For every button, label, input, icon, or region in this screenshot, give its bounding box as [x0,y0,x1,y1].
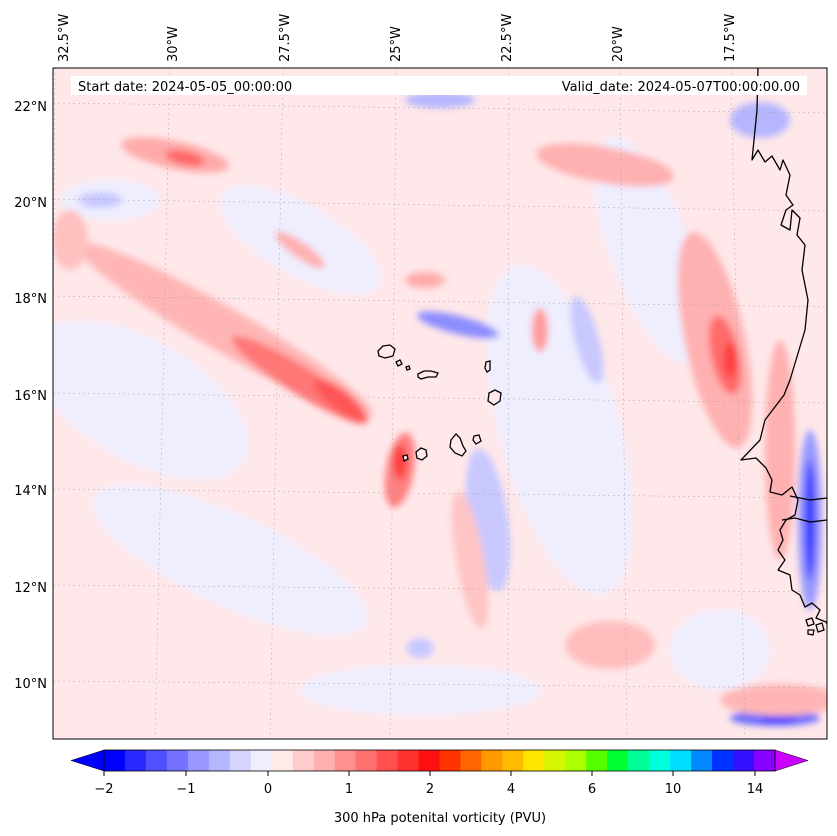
lat-label: 22°N [14,100,47,115]
colorbar-segment [355,750,378,771]
pv-field-contours [53,92,827,726]
colorbar-over-arrow [774,749,809,772]
colorbar-segment [565,750,587,771]
bijagos-islands [805,617,825,636]
colorbar-segment [586,750,608,771]
colorbar-segment [733,750,755,771]
colorbar-segment [670,750,692,771]
colorbar-tick-label: 6 [588,782,596,797]
colorbar-segment [145,750,168,771]
colorbar-tick-label: 10 [665,782,682,797]
colorbar-tick-label: 4 [507,782,515,797]
cape-verde-islands [377,344,502,462]
start-date-label: Start date: 2024-05-05_00:00:00 [78,80,292,95]
date-annotation-box [71,76,807,95]
map-frame [52,67,828,740]
latitude-labels: 22°N 20°N 18°N 16°N 14°N 12°N 10°N [14,100,47,692]
colorbar-segment [523,750,545,771]
colorbar-segment [166,750,189,771]
sao-nicolau-island [417,370,439,380]
colorbar-segment [104,750,126,771]
colorbar-label: 300 hPa potenital vorticity (PVU) [334,811,546,826]
mauritania-senegal-coast [740,68,827,625]
colorbar-segment [397,750,420,771]
lon-label: 27.5°W [278,14,293,62]
west-africa-coastline [740,68,827,636]
colorbar-segment [607,750,629,771]
lon-label: 17.5°W [723,14,738,62]
colorbar-segment [649,750,671,771]
colorbar-segment [712,750,734,771]
lat-label: 14°N [14,484,47,499]
colorbar-tick-label: −1 [176,782,195,797]
colorbar-segment [544,750,566,771]
guinea-bissau-coast [781,517,827,523]
colorbar-tick-label: 14 [747,782,764,797]
brava-island [402,454,409,462]
colorbar-segment [376,750,399,771]
colorbar-tick-labels: −2 −1 0 1 2 4 6 10 14 [94,782,763,797]
colorbar-segment [313,750,336,771]
colorbar-tick-label: 0 [264,782,272,797]
colorbar-segment [187,750,210,771]
santo-antao-island [377,344,396,359]
lat-label: 16°N [14,389,47,404]
lon-label: 32.5°W [57,14,72,62]
colorbar-tick-label: −2 [94,782,113,797]
colorbar-segment [250,750,273,771]
colorbar-segment [628,750,650,771]
valid-date-label: Valid_date: 2024-05-07T00:00:00.00 [562,80,800,95]
longitude-labels: 32.5°W 30°W 27.5°W 25°W 22.5°W 20°W 17.5… [57,14,738,62]
map-panel: Start date: 2024-05-05_00:00:00 Valid_da… [53,68,827,739]
colorbar-segment [271,750,294,771]
colorbar-segments [104,750,776,771]
colorbar-segment [691,750,713,771]
lat-label: 18°N [14,292,47,307]
gambia-river-coast [789,495,827,501]
colorbar-segment [208,750,231,771]
santa-luzia-island [405,365,411,371]
colorbar-segment [334,750,357,771]
colorbar-tick-label: 1 [345,782,353,797]
maio-island [472,434,482,445]
sao-vicente-island [395,359,403,367]
colorbar-segment [292,750,315,771]
map-gridlines [53,68,827,739]
colorbar-segment [460,750,482,771]
lat-label: 12°N [14,581,47,596]
fogo-island [415,447,428,461]
lon-label: 25°W [389,26,404,62]
colorbar-segment [754,750,776,771]
lon-label: 20°W [611,26,626,62]
colorbar-tick-label: 2 [426,782,434,797]
colorbar-segment [418,750,440,771]
sal-island [484,360,491,373]
lat-label: 20°N [14,196,47,211]
colorbar-under-arrow [70,749,105,772]
colorbar-segment [124,750,147,771]
lon-label: 30°W [166,26,181,62]
boa-vista-island [487,389,502,406]
lon-label: 22.5°W [500,14,515,62]
colorbar-segment [439,750,461,771]
colorbar-segment [481,750,503,771]
colorbar: −2 −1 0 1 2 4 6 10 14 300 hPa potenital … [70,749,809,826]
colorbar-ticks [103,771,756,776]
santiago-island [449,433,467,457]
lat-label: 10°N [14,677,47,692]
colorbar-frame [103,749,776,772]
colorbar-segment [229,750,252,771]
colorbar-segment [502,750,524,771]
